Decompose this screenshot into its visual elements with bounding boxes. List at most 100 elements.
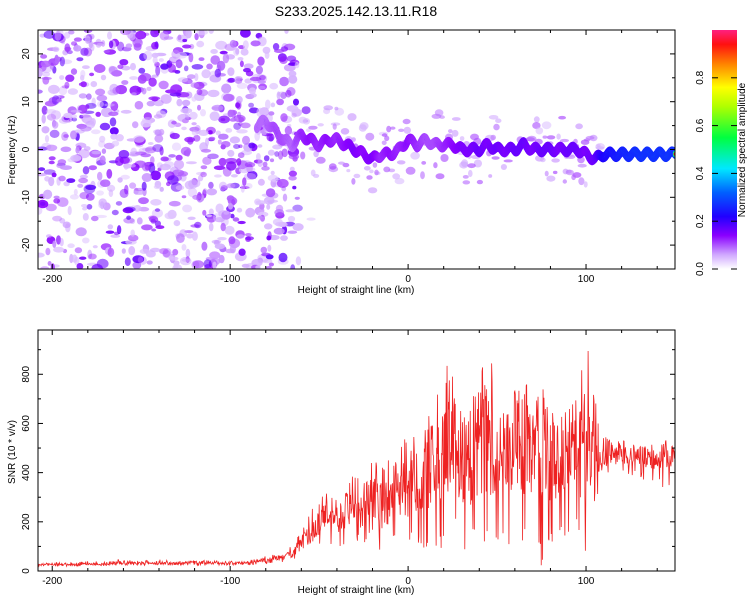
heatmap-cell <box>276 91 281 100</box>
heatmap-cell <box>119 59 129 66</box>
heatmap-cell <box>191 130 199 136</box>
y-tick-label: -10 <box>21 190 32 205</box>
heatmap-cell <box>137 256 144 264</box>
heatmap-cell <box>245 233 252 237</box>
heatmap-cell <box>48 160 55 165</box>
heatmap-cell <box>187 79 192 84</box>
heatmap-cell <box>244 183 253 189</box>
heatmap-cell <box>218 181 228 191</box>
heatmap-cell <box>462 180 471 185</box>
heatmap-cell <box>232 217 240 222</box>
heatmap-cell <box>257 159 264 168</box>
heatmap-cell <box>133 135 145 143</box>
heatmap-cell <box>171 142 182 151</box>
heatmap-cell <box>227 67 235 76</box>
heatmap-cell <box>340 128 350 135</box>
heatmap-cell <box>217 237 227 241</box>
heatmap-cell <box>40 201 46 206</box>
heatmap-cell <box>488 115 499 120</box>
heatmap-cell <box>117 64 124 70</box>
heatmap-cell <box>51 172 57 178</box>
heatmap-cell <box>48 97 59 105</box>
snr-frame <box>37 329 676 572</box>
heatmap-cell <box>245 207 256 218</box>
heatmap-cell <box>40 60 51 68</box>
heatmap-cell <box>244 162 256 168</box>
heatmap-cell <box>227 77 236 83</box>
heatmap-cell <box>256 153 261 161</box>
heatmap-cell <box>63 31 71 39</box>
heatmap-cell <box>71 41 77 46</box>
heatmap-cell <box>127 234 139 242</box>
heatmap-cell <box>270 102 276 108</box>
heatmap-cell <box>146 100 155 107</box>
heatmap-cell <box>236 234 245 239</box>
heatmap-cell <box>234 76 241 84</box>
heatmap-cell <box>82 206 88 211</box>
heatmap-cell <box>488 174 493 178</box>
heatmap-cell <box>41 76 52 80</box>
heatmap-cell <box>220 118 226 122</box>
heatmap-cell <box>211 104 224 112</box>
heatmap-cell <box>306 217 316 221</box>
heatmap-cell <box>109 117 117 127</box>
heatmap-cell <box>46 113 57 121</box>
heatmap-cell <box>214 174 222 178</box>
heatmap-cell <box>369 169 374 174</box>
heatmap-cell <box>278 252 288 263</box>
heatmap-cell <box>298 116 307 124</box>
heatmap-cell <box>38 252 45 258</box>
heatmap-cell <box>60 146 72 153</box>
heatmap-cell <box>100 74 107 81</box>
heatmap-cell <box>213 165 226 171</box>
heatmap-cell <box>294 61 300 69</box>
heatmap-cell <box>168 200 181 207</box>
heatmap-cell <box>59 238 64 247</box>
heatmap-cell <box>206 214 212 218</box>
heatmap-cell <box>41 105 48 115</box>
heatmap-cell <box>96 190 104 196</box>
heatmap-cell <box>338 161 345 165</box>
heatmap-cell <box>207 153 219 160</box>
heatmap-cell <box>103 49 111 53</box>
heatmap-cell <box>108 40 114 49</box>
heatmap-cell <box>280 235 288 241</box>
heatmap-cell <box>420 171 425 180</box>
heatmap-cell <box>45 203 57 212</box>
y-tick-label: 10 <box>21 96 32 108</box>
heatmap-cell <box>91 150 102 155</box>
heatmap-cell <box>168 256 179 261</box>
heatmap-cell <box>182 38 188 43</box>
heatmap-cell <box>76 263 84 269</box>
heatmap-cell <box>544 170 549 177</box>
heatmap-cell <box>244 78 252 84</box>
heatmap-cell <box>110 133 118 140</box>
heatmap-cell <box>149 247 161 253</box>
heatmap-cell <box>155 110 167 118</box>
heatmap-cell <box>421 161 427 165</box>
heatmap-cell <box>139 248 150 254</box>
heatmap-cell <box>64 46 72 52</box>
heatmap-cell <box>148 163 156 173</box>
heatmap-cell <box>285 209 296 213</box>
heatmap-cell <box>229 39 237 48</box>
heatmap-cell <box>98 201 106 209</box>
heatmap-cell <box>91 264 103 269</box>
heatmap-cell <box>169 132 180 140</box>
heatmap-cell <box>165 89 177 94</box>
heatmap-cell <box>58 86 68 96</box>
heatmap-cell <box>288 170 297 177</box>
heatmap-cell <box>310 169 316 177</box>
heatmap-cell <box>146 260 153 265</box>
heatmap-cell <box>208 30 214 34</box>
heatmap-cell <box>67 88 78 95</box>
heatmap-cell <box>257 56 265 66</box>
heatmap-cell <box>315 156 326 164</box>
heatmap-cell <box>192 194 202 200</box>
heatmap-cell <box>153 30 160 35</box>
x-tick-label: 100 <box>578 576 595 587</box>
heatmap-cell <box>451 117 461 121</box>
heatmap-cell <box>223 211 230 215</box>
heatmap-cell <box>288 70 297 78</box>
heatmap-cell <box>329 163 337 170</box>
